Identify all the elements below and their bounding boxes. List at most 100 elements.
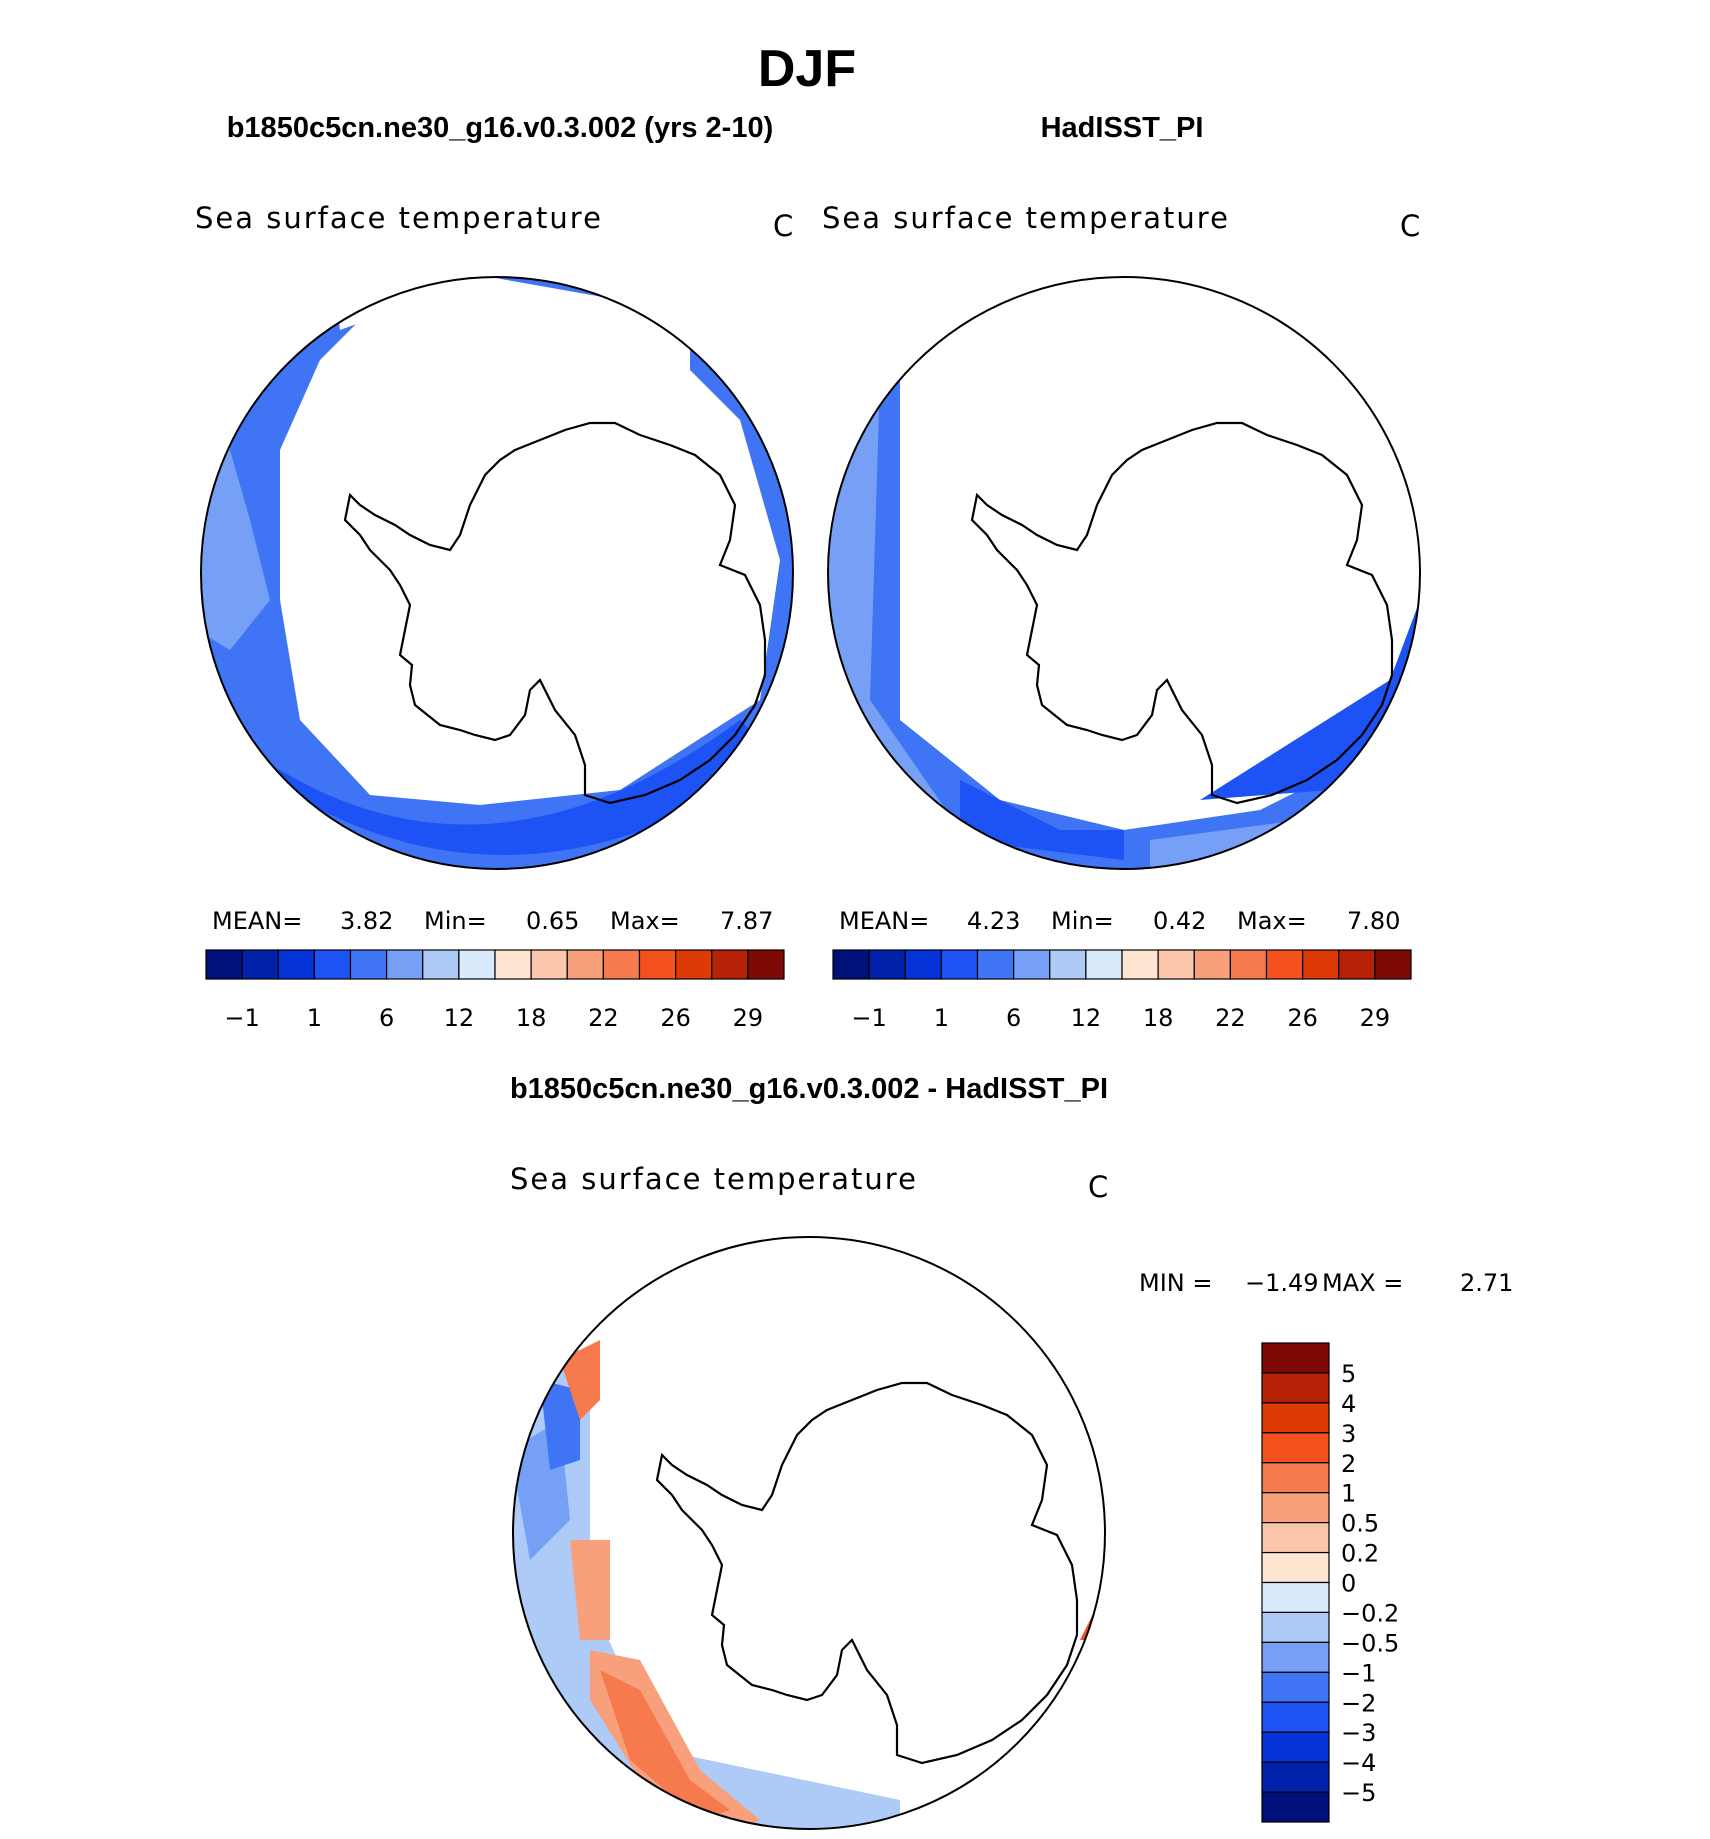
panel-obs-case-title: HadISST_PI (1041, 112, 1204, 144)
panel-obs-min-value: 0.42 (1153, 907, 1206, 935)
panel-obs-map (828, 277, 1420, 869)
colorbar-tick-label: −1 (851, 1004, 886, 1032)
colorbar-swatch (422, 949, 460, 980)
panel-model: b1850c5cn.ne30_g16.v0.3.002 (yrs 2-10) S… (195, 112, 794, 1032)
panel-obs-min-label: Min= (1051, 907, 1114, 935)
colorbar-swatch (1261, 1372, 1330, 1404)
colorbar-tick-label: 29 (1360, 1004, 1391, 1032)
colorbar-swatch (1302, 949, 1340, 980)
panel-diff-case-title: b1850c5cn.ne30_g16.v0.3.002 - HadISST_PI (510, 1073, 1108, 1105)
panel-diff-variable-label: Sea surface temperature (510, 1162, 918, 1196)
colorbar-swatch (1261, 1701, 1330, 1733)
colorbar-swatch (976, 949, 1015, 980)
colorbar-swatch (1193, 949, 1231, 980)
colorbar-tick-label: 29 (733, 1004, 764, 1032)
panel-model-case-title: b1850c5cn.ne30_g16.v0.3.002 (yrs 2-10) (227, 112, 774, 144)
panel-model-variable-label: Sea surface temperature (195, 201, 603, 235)
panel-obs-units-label: C (1400, 209, 1420, 243)
colorbar-swatch (1157, 949, 1195, 980)
colorbar-tick-label: −4 (1341, 1749, 1376, 1777)
colorbar-tick-label: 12 (1071, 1004, 1102, 1032)
colorbar-tick-label: 3 (1341, 1420, 1356, 1448)
colorbar-swatch (1261, 1402, 1330, 1434)
colorbar-swatch (1338, 949, 1376, 980)
panel-model-mean-label: MEAN= (212, 907, 302, 935)
colorbar-swatch (494, 949, 532, 980)
colorbar-swatch (1261, 1791, 1330, 1823)
colorbar-swatch (638, 949, 677, 980)
colorbar-tick-label: 0 (1341, 1570, 1356, 1598)
colorbar-swatch (1261, 1432, 1330, 1464)
colorbar-tick-label: 0.2 (1341, 1540, 1379, 1568)
colorbar-tick-label: 2 (1341, 1450, 1356, 1478)
colorbar-tick-label: −3 (1341, 1719, 1376, 1747)
colorbar-tick-label: 1 (307, 1004, 322, 1032)
colorbar-swatch (1261, 1551, 1330, 1584)
panel-model-max-value: 7.87 (720, 907, 773, 935)
panel-diff-min-label: MIN = (1139, 1269, 1212, 1297)
colorbar-swatch (313, 949, 352, 980)
panel-model-map-boundary (200, 276, 794, 870)
colorbar-swatch (711, 949, 749, 980)
colorbar-swatch (530, 949, 568, 980)
panel-model-min-value: 0.65 (526, 907, 579, 935)
colorbar-tick-label: 1 (934, 1004, 949, 1032)
panel-model-colorbar: −1 1 6 12 18 22 26 29 (205, 949, 785, 1032)
colorbar-swatch (1085, 949, 1123, 980)
colorbar-tick-label: 6 (379, 1004, 394, 1032)
colorbar-swatch (566, 949, 604, 980)
colorbar-swatch (1261, 1522, 1330, 1554)
colorbar-swatch (1261, 1611, 1330, 1643)
colorbar-tick-label: 4 (1341, 1390, 1356, 1418)
colorbar-swatch (1261, 1671, 1330, 1703)
colorbar-tick-label: 1 (1341, 1480, 1356, 1508)
colorbar-tick-label: −0.2 (1341, 1599, 1399, 1627)
colorbar-swatch (1261, 1581, 1330, 1614)
panel-obs-variable-label: Sea surface temperature (822, 201, 1230, 235)
figure-title: DJF (758, 40, 856, 98)
colorbar-swatch (1265, 949, 1304, 980)
panel-diff-map-boundary (512, 1236, 1106, 1830)
colorbar-swatch (868, 949, 906, 980)
colorbar-tick-label: −0.5 (1341, 1629, 1399, 1657)
colorbar-swatch (1261, 1462, 1330, 1494)
colorbar-tick-label: 18 (516, 1004, 547, 1032)
colorbar-swatch (458, 949, 496, 980)
colorbar-tick-label: 26 (660, 1004, 691, 1032)
panel-obs-mean-label: MEAN= (839, 907, 929, 935)
colorbar-tick-label: −2 (1341, 1689, 1376, 1717)
colorbar-swatch (1261, 1492, 1330, 1524)
colorbar-swatch (904, 949, 942, 980)
colorbar-swatch (1261, 1342, 1330, 1374)
colorbar-tick-label: −1 (1341, 1659, 1376, 1687)
panel-diff-min-value: −1.49 (1245, 1269, 1319, 1297)
colorbar-swatch (1229, 949, 1268, 980)
colorbar-tick-label: −1 (224, 1004, 259, 1032)
panel-obs-mean-value: 4.23 (967, 907, 1020, 935)
colorbar-swatch (277, 949, 315, 980)
panel-diff-units-label: C (1088, 1170, 1108, 1204)
colorbar-tick-label: 26 (1287, 1004, 1318, 1032)
colorbar-swatch (1261, 1731, 1330, 1763)
colorbar-tick-label: 22 (1215, 1004, 1246, 1032)
colorbar-swatch (1374, 949, 1412, 980)
panel-model-min-label: Min= (424, 907, 487, 935)
colorbar-swatch (1261, 1761, 1330, 1793)
colorbar-swatch (675, 949, 713, 980)
colorbar-swatch (1013, 949, 1051, 980)
panel-model-mean-value: 3.82 (340, 907, 393, 935)
panel-obs-colorbar: −1 1 6 12 18 22 26 29 (832, 949, 1412, 1032)
colorbar-swatch (349, 949, 388, 980)
panel-obs-map-boundary (827, 276, 1421, 870)
colorbar-swatch (747, 949, 785, 980)
panel-model-map (201, 277, 793, 869)
panel-diff-max-value: 2.71 (1460, 1269, 1513, 1297)
panel-obs-max-label: Max= (1237, 907, 1307, 935)
colorbar-tick-label: 5 (1341, 1360, 1356, 1388)
panel-diff: b1850c5cn.ne30_g16.v0.3.002 - HadISST_PI… (510, 1073, 1513, 1830)
colorbar-swatch (1121, 949, 1159, 980)
colorbar-tick-label: 18 (1143, 1004, 1174, 1032)
colorbar-tick-label: 12 (444, 1004, 475, 1032)
colorbar-tick-label: 6 (1006, 1004, 1021, 1032)
